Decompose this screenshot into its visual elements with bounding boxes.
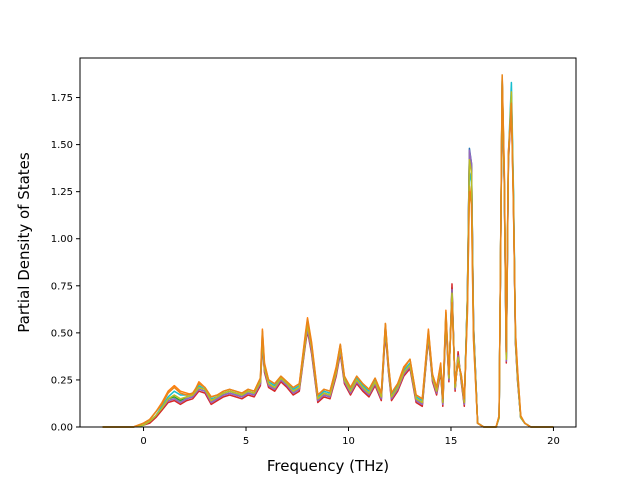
plot-frame bbox=[79, 57, 577, 428]
x-tick-label: 5 bbox=[243, 436, 249, 447]
y-tick-label: 1.00 bbox=[51, 234, 73, 245]
y-tick-label: 1.50 bbox=[51, 140, 73, 151]
y-axis-title: Partial Density of States bbox=[15, 152, 33, 333]
y-tick-label: 0.25 bbox=[51, 375, 73, 386]
x-tick-label: 20 bbox=[547, 436, 560, 447]
y-tick-label: 0.50 bbox=[51, 328, 73, 339]
x-tick-label: 15 bbox=[445, 436, 458, 447]
y-axis-ticks: 0.00 0.25 0.50 0.75 1.00 1.25 1.50 1.75 bbox=[51, 93, 80, 434]
y-tick-label: 1.25 bbox=[51, 187, 73, 198]
plot-area bbox=[80, 58, 576, 427]
y-tick-label: 0.00 bbox=[51, 423, 73, 434]
x-axis-title: Frequency (THz) bbox=[267, 457, 389, 475]
x-axis-ticks: 0 5 10 15 20 bbox=[140, 427, 560, 447]
x-tick-label: 10 bbox=[342, 436, 355, 447]
x-tick-label: 0 bbox=[140, 436, 146, 447]
y-tick-label: 0.75 bbox=[51, 281, 73, 292]
y-tick-label: 1.75 bbox=[51, 93, 73, 104]
